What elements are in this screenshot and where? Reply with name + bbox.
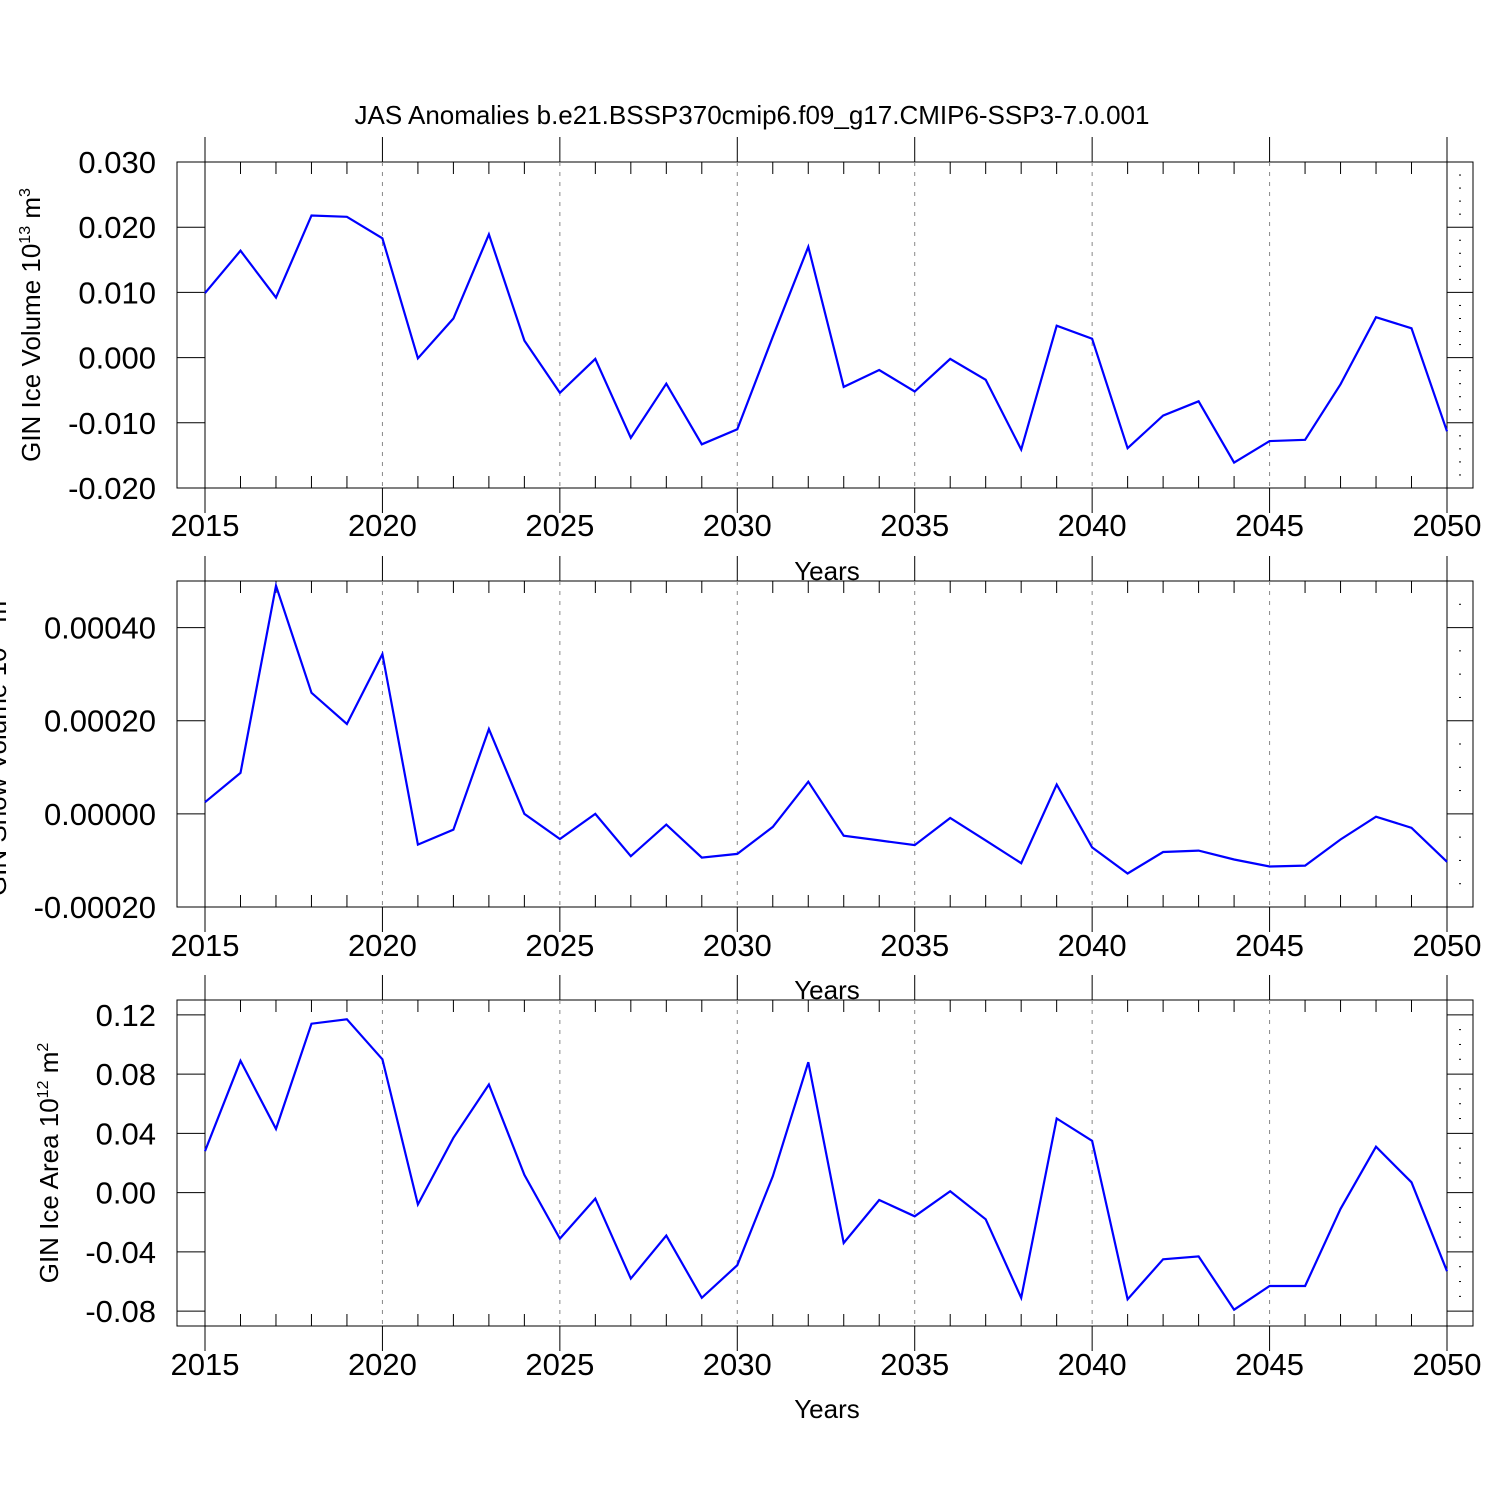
x-tick-label: 2045 [1235, 508, 1304, 543]
y-axis-label-text: GIN Ice Volume 10 [16, 244, 46, 462]
y-axis-label-exponent: 12 [35, 1080, 52, 1098]
y-axis-label-unit: m [0, 601, 12, 630]
x-tick-label: 2040 [1058, 928, 1127, 963]
y-tick-label: 0.020 [78, 210, 156, 245]
y-tick-label: -0.04 [85, 1235, 156, 1270]
x-tick-label: 2020 [348, 508, 417, 543]
x-tick-label: 2030 [703, 928, 772, 963]
y-axis-label-exponent: 13 [17, 226, 34, 244]
x-tick-label: 2035 [880, 508, 949, 543]
x-tick-label: 2020 [348, 928, 417, 963]
x-tick-label: 2025 [525, 928, 594, 963]
y-axis-label-unit-exponent: 3 [17, 188, 34, 197]
y-axis-label-unit-exponent: 2 [35, 1043, 52, 1052]
x-tick-label: 2025 [525, 1347, 594, 1382]
series-line [204, 214, 1449, 465]
chart-panel-3: 2015 2020 2025 2030 2035 2040 2045 2050 -0.08 -0.… [34, 975, 1481, 1424]
y-tick-label: 0.12 [96, 998, 156, 1033]
y-axis-label-unit: m [16, 197, 46, 226]
x-tick-label: 2040 [1058, 1347, 1127, 1382]
x-tick-label: 2050 [1413, 928, 1482, 963]
x-tick-label: 2015 [171, 928, 240, 963]
plot-frame [176, 161, 1474, 489]
x-tick-label: 2035 [880, 1347, 949, 1382]
y-tick-label: 0.000 [78, 341, 156, 376]
series-line [203, 1018, 1449, 1312]
y-tick-label: -0.08 [85, 1294, 156, 1329]
plot-frame [176, 580, 1474, 908]
y-axis-label: GIN Ice Area 1012 m2 [34, 1043, 64, 1284]
x-tick-label: 2050 [1413, 508, 1482, 543]
y-tick-label: 0.00040 [44, 611, 156, 646]
x-tick-label: 2035 [880, 928, 949, 963]
x-axis-label: Years [794, 1394, 860, 1424]
y-tick-label: 0.08 [96, 1057, 156, 1092]
y-tick-label: -0.020 [68, 471, 156, 506]
x-tick-label: 2050 [1413, 1347, 1482, 1382]
y-tick-label: 0.00 [96, 1176, 156, 1211]
x-tick-label: 2045 [1235, 928, 1304, 963]
series-line [204, 581, 1448, 875]
y-tick-label: 0.030 [78, 145, 156, 180]
y-axis-label-text: GIN Ice Area 10 [34, 1098, 64, 1283]
x-tick-label: 2030 [703, 1347, 772, 1382]
chart-title: JAS Anomalies b.e21.BSSP370cmip6.f09_g17… [355, 100, 1150, 130]
x-tick-label: 2015 [171, 508, 240, 543]
y-tick-label: -0.00020 [34, 890, 156, 925]
x-tick-label: 2020 [348, 1347, 417, 1382]
y-tick-label: 0.00000 [44, 797, 156, 832]
x-tick-label: 2040 [1058, 508, 1127, 543]
y-tick-label: 0.010 [78, 275, 156, 310]
y-axis-label: GIN Snow Volume 1013 m3 [0, 592, 12, 896]
x-tick-label: 2025 [525, 508, 594, 543]
plot-frame [176, 999, 1474, 1327]
x-tick-label: 2045 [1235, 1347, 1304, 1382]
y-tick-label: 0.04 [96, 1116, 156, 1151]
chart-panel-2: 2015 2020 2025 2030 2035 2040 2045 2050 -0.00020… [0, 556, 1481, 1005]
y-axis-label-text: GIN Snow Volume 10 [0, 648, 12, 897]
y-tick-label: -0.010 [68, 406, 156, 441]
y-axis-label: GIN Ice Volume 1013 m3 [16, 188, 46, 462]
x-tick-label: 2030 [703, 508, 772, 543]
x-tick-label: 2015 [171, 1347, 240, 1382]
chart-panel-1: 2015 2020 2025 2030 2035 2040 2045 2050 -0.020 -0… [16, 137, 1481, 586]
y-axis-label-unit: m [34, 1052, 64, 1081]
y-tick-label: 0.00020 [44, 704, 156, 739]
